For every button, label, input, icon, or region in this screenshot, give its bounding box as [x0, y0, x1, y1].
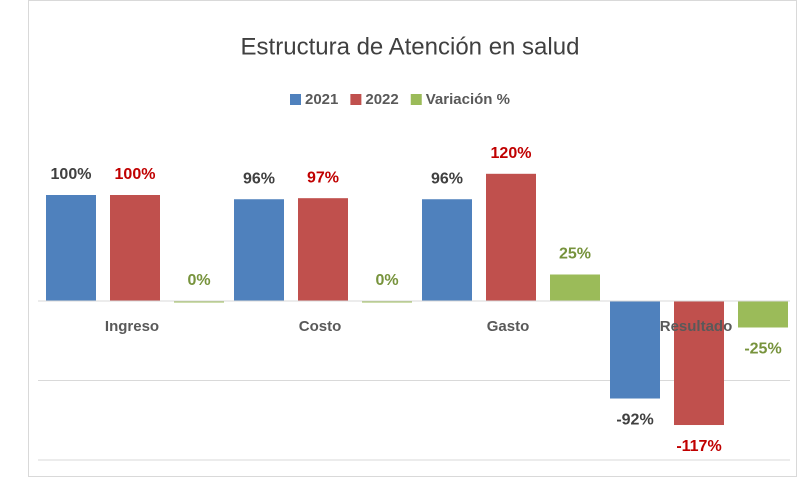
data-label: 25%: [559, 246, 591, 263]
x-tick-label: Costo: [299, 318, 342, 335]
legend-label: Variación %: [426, 91, 510, 108]
bar: [486, 173, 536, 301]
bar: [610, 301, 660, 399]
data-label: 96%: [243, 170, 275, 187]
data-label: 96%: [431, 170, 463, 187]
x-tick-label: Gasto: [487, 318, 530, 335]
bar: [298, 198, 348, 301]
bar: [550, 274, 600, 301]
legend-swatch: [410, 94, 422, 105]
chart-title: Estructura de Atención en salud: [241, 33, 580, 60]
bar: [738, 301, 788, 328]
bar: [362, 301, 412, 303]
data-label: 0%: [375, 272, 398, 289]
data-label: 100%: [115, 166, 156, 183]
data-label: -92%: [616, 412, 653, 429]
bar: [110, 195, 160, 301]
data-label: -25%: [744, 341, 781, 358]
data-label: 100%: [51, 166, 92, 183]
bar: [674, 301, 724, 426]
data-label: 97%: [307, 169, 339, 186]
legend-label: 2022: [365, 91, 398, 108]
legend-swatch: [350, 94, 362, 105]
bar: [234, 199, 284, 301]
x-tick-label: Resultado: [660, 318, 733, 335]
data-label: -117%: [676, 438, 721, 455]
x-tick-label: Ingreso: [105, 318, 159, 335]
data-label: 0%: [187, 272, 210, 289]
data-label: 120%: [491, 145, 532, 162]
legend-swatch: [290, 94, 301, 105]
bar: [422, 199, 472, 301]
legend-label: 2021: [305, 91, 338, 108]
bar: [46, 195, 96, 301]
bar: [174, 301, 224, 303]
